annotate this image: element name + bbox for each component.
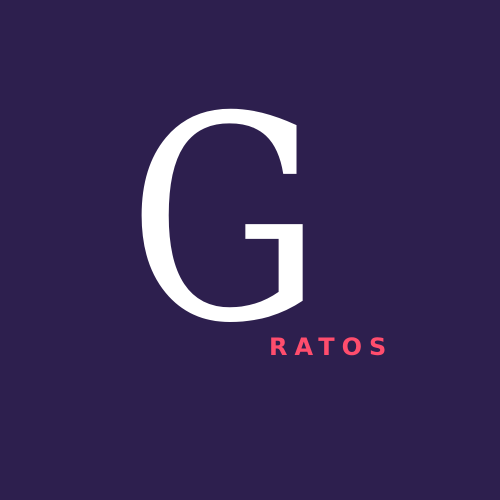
logo-wordmark: RATOS bbox=[269, 333, 394, 361]
logo-initial-letter: G bbox=[128, 56, 322, 385]
